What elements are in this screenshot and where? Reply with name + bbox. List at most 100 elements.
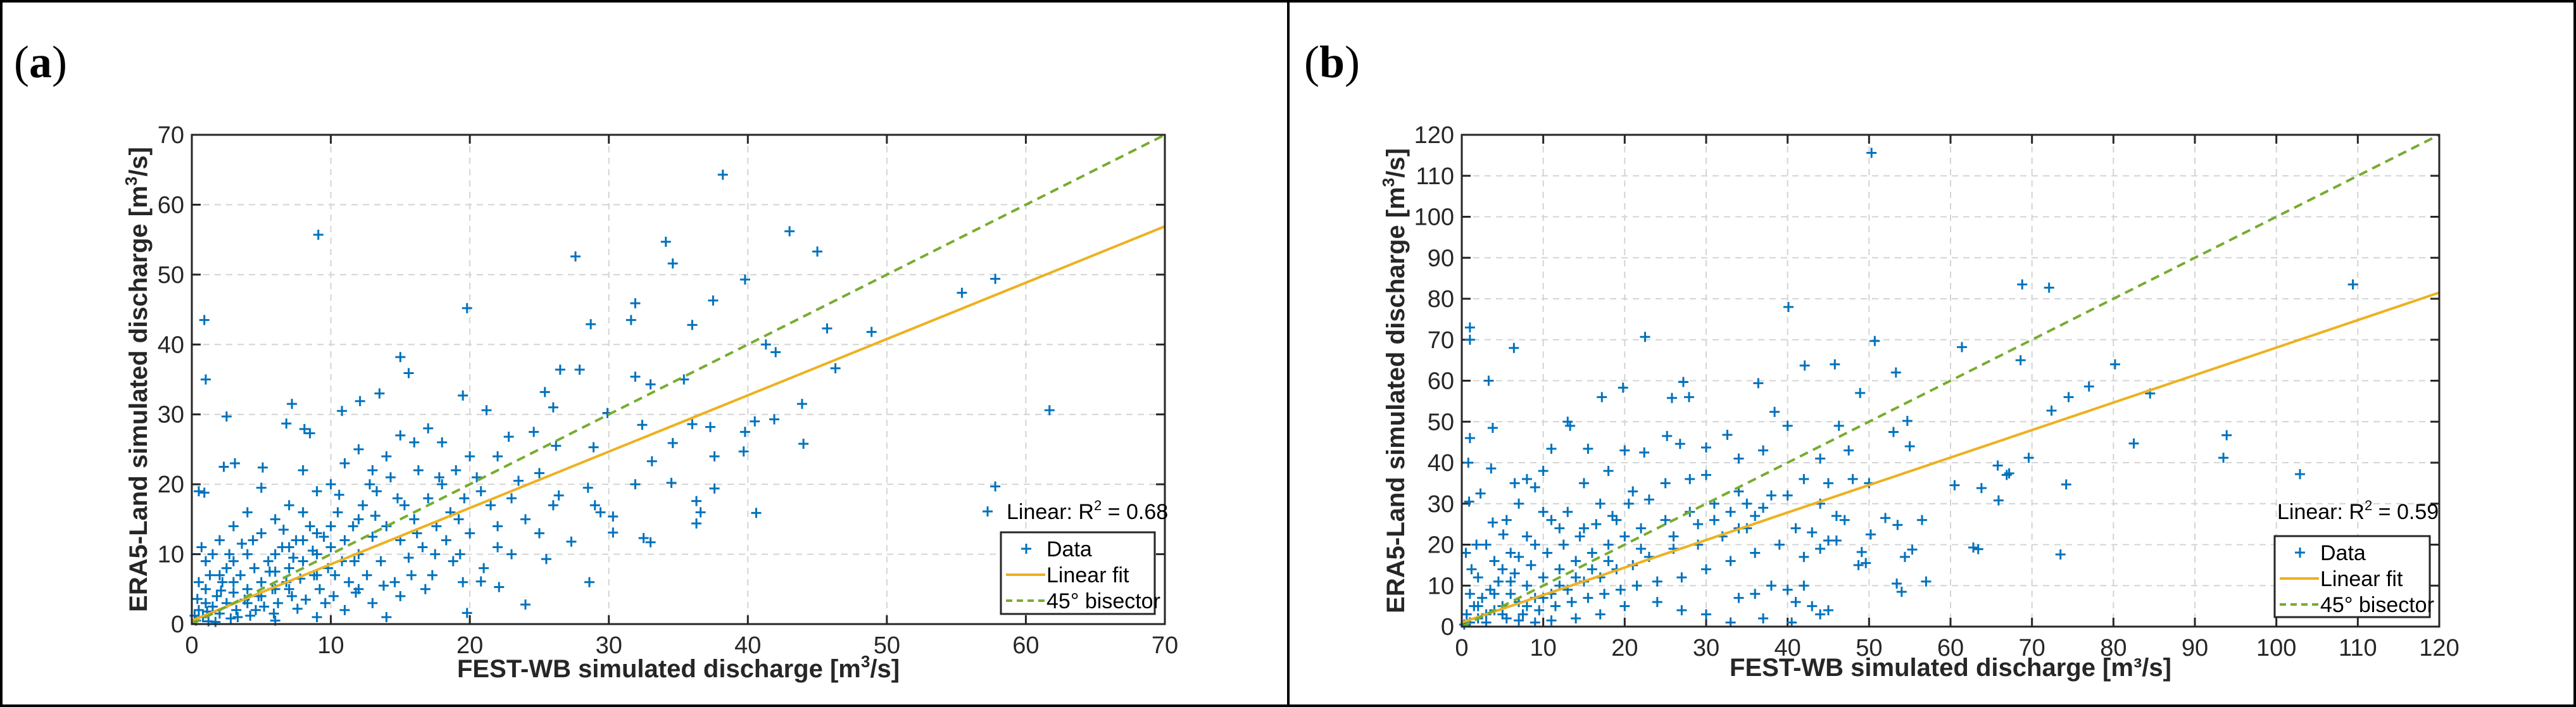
data-point (1571, 572, 1581, 583)
data-point (217, 577, 228, 587)
data-point (200, 584, 211, 594)
data-point (1538, 572, 1549, 583)
data-point (351, 587, 361, 598)
data-point (1509, 478, 1520, 489)
data-point (2046, 405, 2057, 416)
data-point (1497, 609, 1508, 620)
data-point (812, 246, 823, 257)
data-point (1619, 601, 1630, 611)
data-point (1904, 441, 1915, 452)
data-point (1733, 453, 1744, 464)
data-point (574, 365, 585, 375)
data-point (534, 528, 544, 539)
data-point (1631, 580, 1642, 591)
data-point (2061, 479, 2071, 490)
data-point (221, 563, 232, 573)
data-point (370, 510, 380, 521)
data-point (1774, 539, 1785, 550)
data-point (1639, 447, 1650, 458)
data-point (437, 479, 448, 490)
data-point (1497, 564, 1508, 575)
x-tick-label: 50 (874, 632, 900, 659)
data-point (1815, 543, 1826, 554)
data-point (249, 563, 260, 573)
data-point (1766, 580, 1776, 591)
data-point (430, 549, 441, 560)
y-axis-label-sup: 3 (122, 177, 141, 185)
data-point (389, 577, 400, 587)
data-point (1678, 377, 1688, 387)
data-point (1471, 539, 1482, 550)
data-point (1505, 576, 1516, 587)
data-point (1514, 615, 1524, 626)
data-point (392, 493, 403, 504)
x-tick-label: 120 (2419, 635, 2459, 661)
data-point (216, 585, 227, 596)
data-point (709, 451, 720, 461)
data-point (1546, 443, 1557, 454)
data-point (1475, 488, 1486, 499)
data-point (298, 465, 308, 476)
data-point (687, 320, 698, 330)
data-point (608, 527, 619, 538)
data-point (375, 556, 386, 566)
data-point (270, 549, 280, 560)
data-point (588, 442, 599, 453)
y-tick-label: 60 (1428, 368, 1454, 395)
data-point (355, 396, 365, 406)
data-point (453, 514, 464, 525)
data-point (200, 598, 211, 608)
data-point (553, 490, 564, 501)
data-point (990, 481, 1001, 492)
data-point (325, 542, 336, 553)
data-point (1599, 589, 1610, 599)
data-point (1526, 560, 1536, 570)
data-point (318, 531, 329, 542)
data-point (348, 521, 358, 532)
data-point (2221, 430, 2232, 441)
data-point (224, 549, 235, 560)
panel-letter: a (29, 37, 52, 87)
data-point (506, 493, 517, 504)
data-point (332, 507, 343, 518)
data-point (1473, 572, 1483, 583)
data-point (513, 475, 524, 486)
data-point (257, 462, 268, 473)
data-point (1899, 551, 1910, 562)
y-tick-label: 0 (1441, 614, 1454, 641)
data-point (409, 437, 420, 447)
data-point (1579, 478, 1589, 489)
data-point (459, 493, 470, 504)
data-point (494, 582, 505, 592)
data-point (281, 418, 292, 429)
data-point (214, 570, 225, 580)
data-point (1742, 498, 1752, 509)
data-point (256, 577, 267, 587)
data-point (2023, 453, 2034, 463)
data-point (379, 580, 389, 591)
data-point (1464, 334, 1475, 345)
data-point (207, 549, 218, 560)
data-point (1847, 473, 1858, 484)
x-tick-label: 40 (734, 632, 761, 659)
data-point (1693, 519, 1704, 530)
data-point (367, 598, 378, 608)
data-point (1477, 592, 1488, 603)
data-point (2218, 453, 2229, 463)
data-point (1538, 506, 1549, 517)
data-point (539, 387, 550, 397)
data-point (1521, 601, 1532, 611)
data-point (709, 483, 720, 494)
data-point (462, 608, 472, 618)
data-point (534, 468, 544, 479)
annotation-suffix: = 0.68 (1102, 500, 1168, 524)
data-point (1530, 539, 1540, 550)
data-point (717, 169, 728, 180)
data-point (796, 399, 807, 410)
legend-label-fit: Linear fit (1046, 563, 1129, 587)
data-point (1597, 392, 1607, 403)
y-tick-label: 40 (158, 332, 184, 358)
panel-letter: b (1319, 37, 1345, 87)
data-point (242, 598, 253, 608)
